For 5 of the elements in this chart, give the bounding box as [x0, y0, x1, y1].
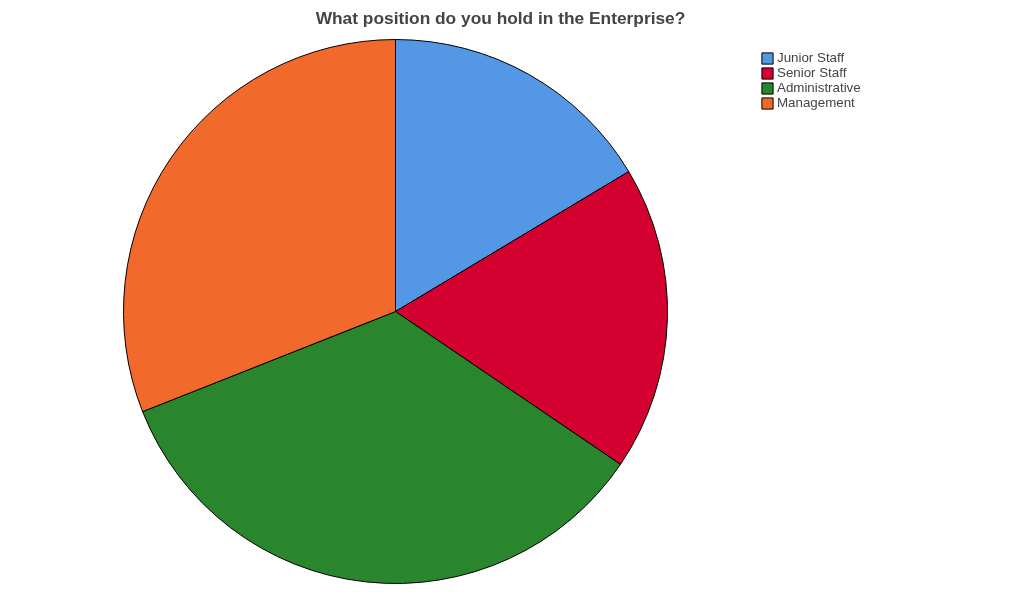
chart-title: What position do you hold in the Enterprise?	[315, 7, 686, 28]
legend-label: Junior Staff	[777, 50, 845, 65]
legend-label: Administrative	[777, 80, 861, 95]
legend-label: Management	[777, 95, 855, 110]
legend-label: Senior Staff	[777, 65, 847, 80]
